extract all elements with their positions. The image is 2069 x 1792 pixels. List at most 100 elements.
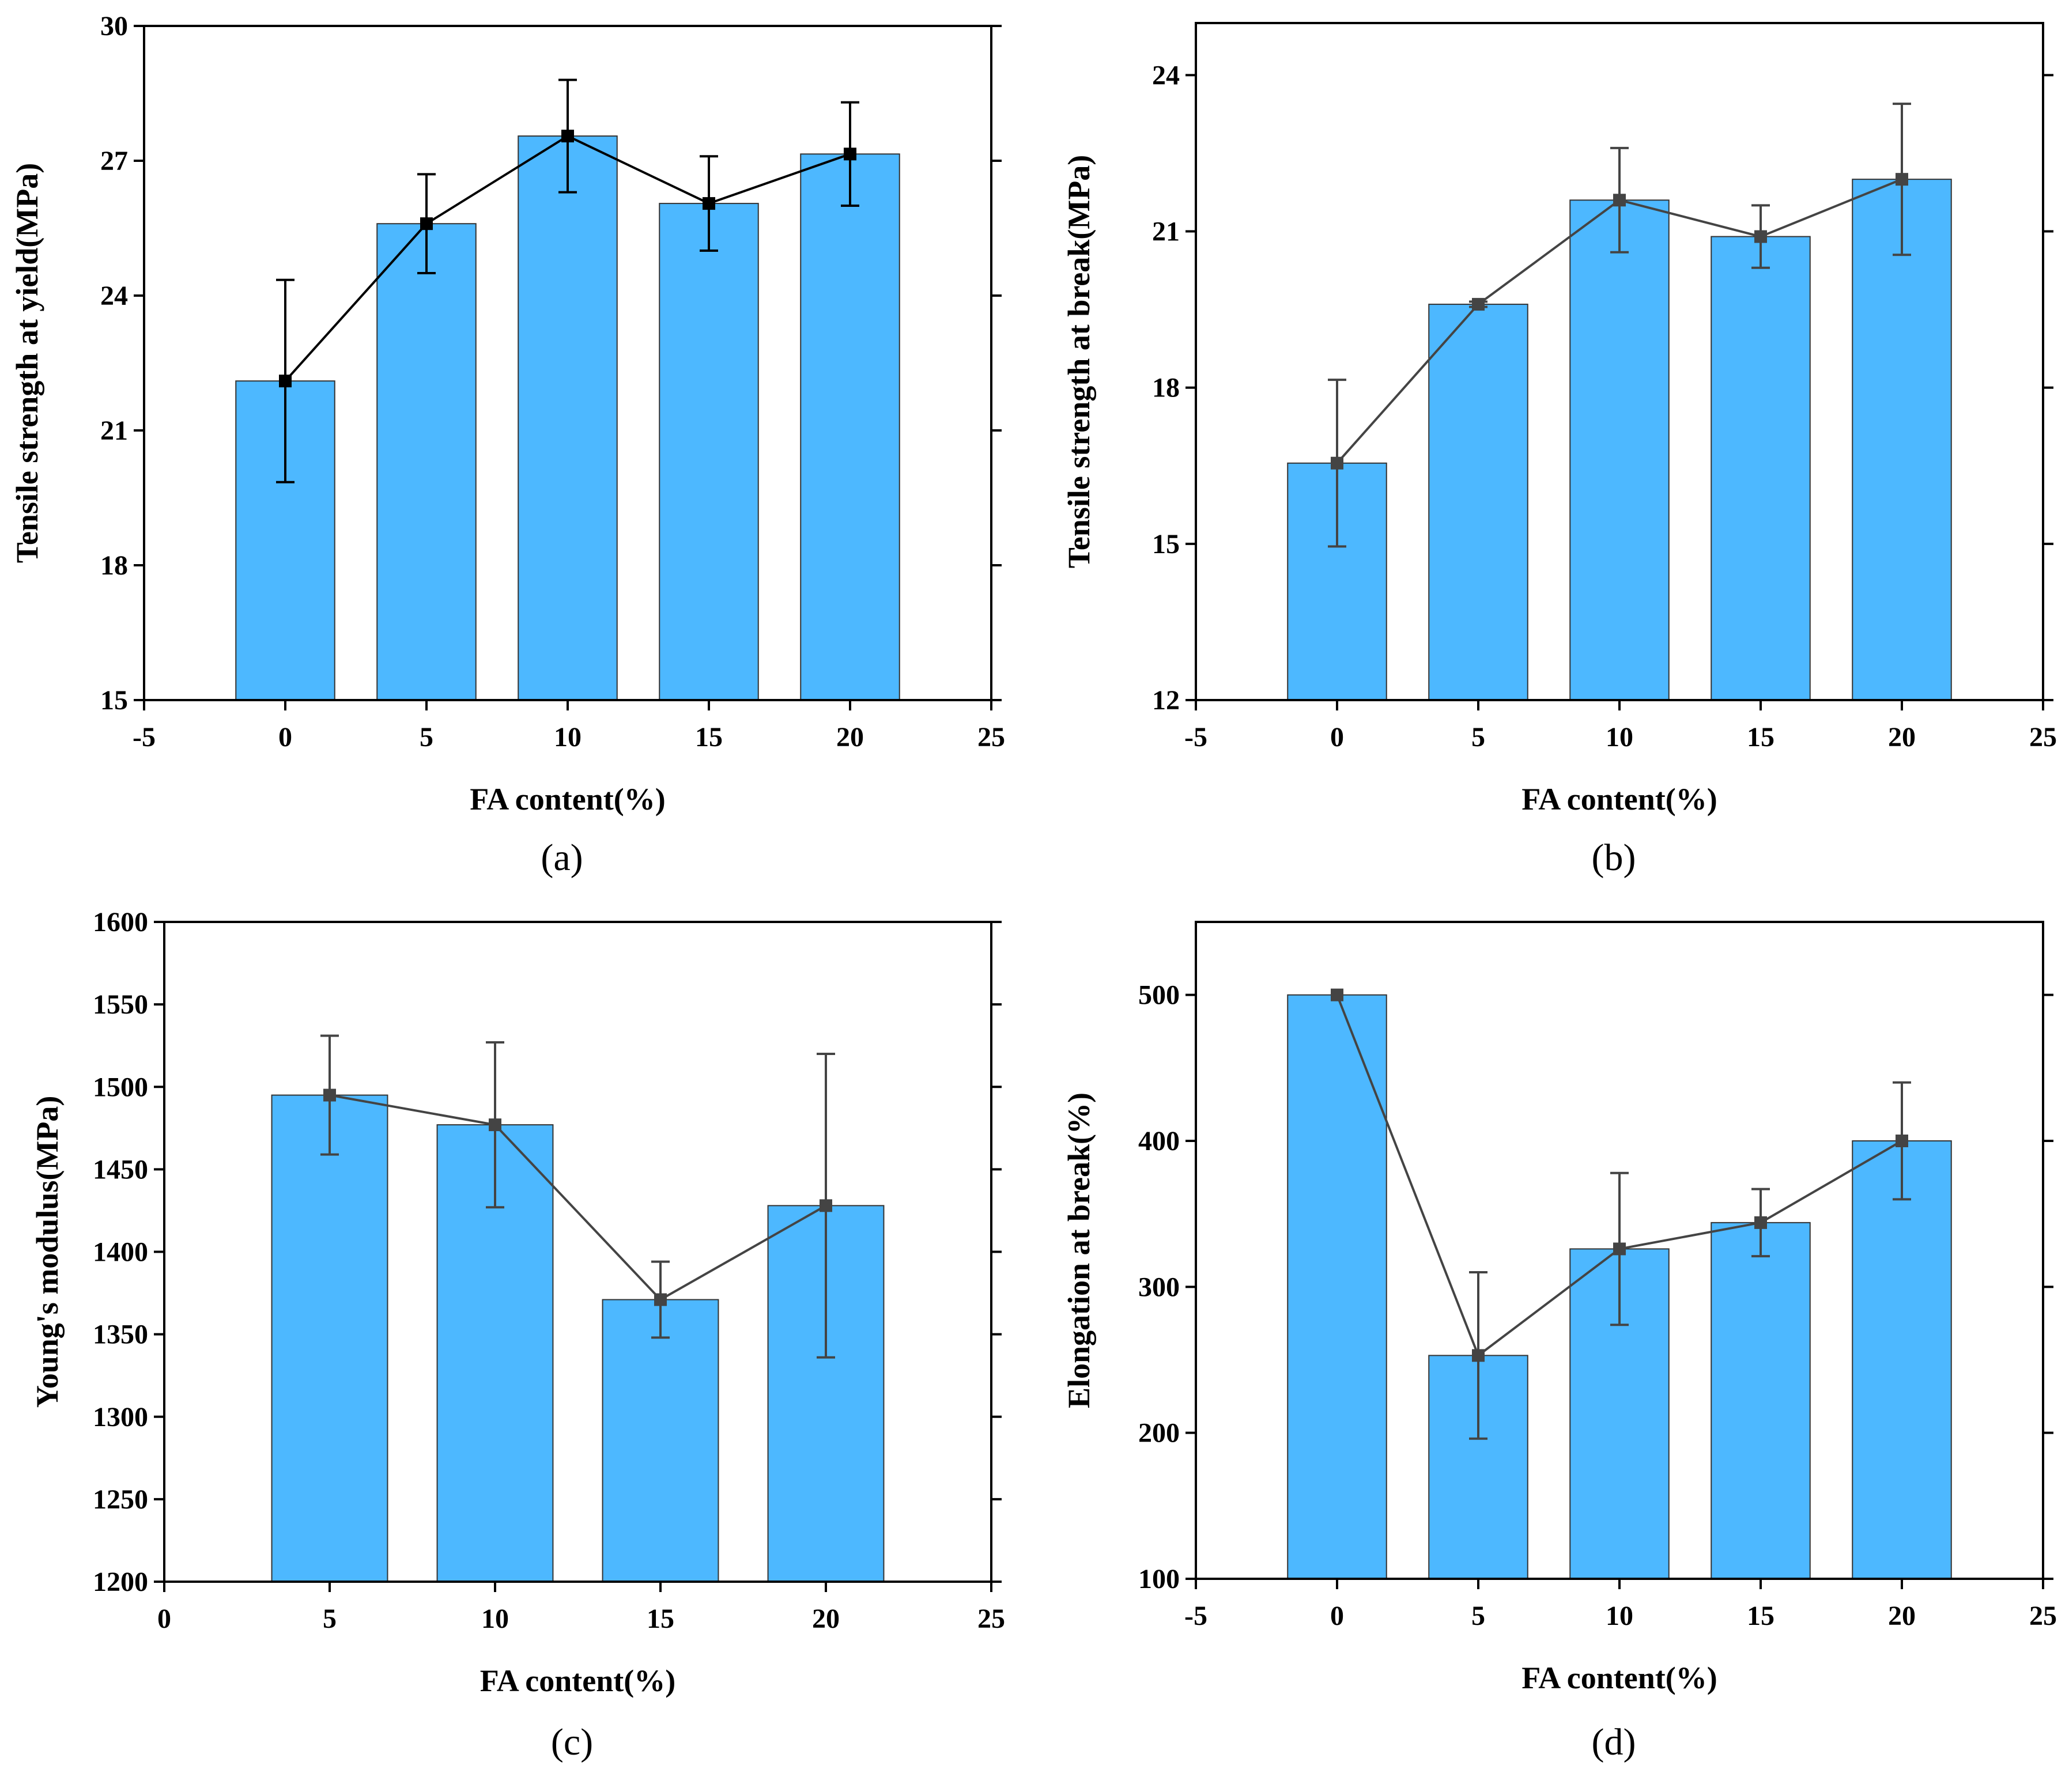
y-axis-title-d: Elongation at break(%) (1062, 1092, 1096, 1408)
x-tick-label-c-3: 15 (647, 1604, 674, 1634)
x-tick-label-a-0: -5 (133, 722, 156, 753)
chart-panel-a: -5 0 5 10 15 20 25 15 18 21 24 27 30 FA content(%) Ten… (10, 11, 1005, 879)
x-tick-label-a-1: 0 (278, 722, 292, 753)
x-tick-label-c-5: 25 (977, 1604, 1005, 1634)
x-tick-label-d-3: 10 (1606, 1601, 1633, 1631)
x-tick-label-c-2: 10 (481, 1604, 509, 1634)
x-tick-label-b-3: 10 (1606, 722, 1633, 753)
chart-panel-d: -5 0 5 10 15 20 25 100 200 300 400 500 FA content(%)… (1062, 921, 2057, 1763)
bar-d-0 (1287, 994, 1387, 1579)
marker-b-4 (1896, 173, 1908, 186)
x-tick-label-a-2: 5 (420, 722, 433, 753)
marker-d-4 (1896, 1135, 1908, 1147)
x-tick-label-b-5: 20 (1888, 722, 1916, 753)
marker-d-2 (1613, 1242, 1626, 1256)
marker-b-2 (1613, 194, 1626, 207)
y-axis-title-a: Tensile strength at yield(MPa) (10, 163, 44, 563)
y-tick-label-c-4: 1400 (93, 1237, 148, 1268)
chart-panel-c: 0 5 10 15 20 25 1200 1250 1300 1350 1400 1450 1500 15… (30, 907, 1005, 1763)
panel-label-a: (a) (541, 837, 583, 879)
y-tick-label-c-3: 1350 (93, 1320, 148, 1350)
y-tick-label-a-5: 30 (100, 11, 128, 41)
bar-b-1 (1428, 304, 1528, 701)
bar-b-3 (1711, 236, 1811, 701)
marker-b-1 (1472, 298, 1485, 311)
marker-a-0 (279, 375, 292, 388)
bar-a-4 (800, 153, 900, 701)
x-tick-label-d-1: 0 (1330, 1601, 1344, 1631)
marker-c-0 (323, 1088, 336, 1102)
x-tick-label-b-2: 5 (1471, 722, 1485, 753)
x-tick-label-a-5: 20 (836, 722, 864, 753)
panel-label-b: (b) (1592, 837, 1636, 879)
y-tick-label-a-0: 15 (100, 685, 128, 716)
bar-b-4 (1852, 179, 1952, 701)
y-tick-label-b-3: 21 (1152, 217, 1180, 247)
marker-d-1 (1472, 1349, 1485, 1362)
x-tick-label-b-6: 25 (2029, 722, 2057, 753)
y-tick-label-c-2: 1300 (93, 1402, 148, 1432)
x-axis-title-d: FA content(%) (1521, 1661, 1717, 1695)
x-tick-label-b-0: -5 (1184, 722, 1207, 753)
y-tick-label-c-8: 1600 (93, 907, 148, 937)
x-tick-label-d-4: 15 (1747, 1601, 1774, 1631)
x-tick-label-a-4: 15 (695, 722, 723, 753)
series-line-c (329, 1094, 826, 1302)
bar-d-4 (1852, 1140, 1952, 1579)
bar-a-2 (518, 135, 618, 701)
x-tick-label-d-2: 5 (1471, 1601, 1485, 1631)
y-tick-label-c-5: 1450 (93, 1154, 148, 1185)
bar-b-2 (1569, 199, 1670, 701)
marker-b-0 (1331, 456, 1343, 470)
marker-b-3 (1754, 230, 1767, 243)
marker-a-2 (561, 130, 574, 143)
y-tick-label-a-2: 21 (100, 415, 128, 446)
x-tick-label-c-1: 5 (323, 1604, 337, 1634)
marker-a-4 (844, 148, 856, 161)
y-tick-label-c-1: 1250 (93, 1484, 148, 1515)
y-tick-label-b-4: 24 (1152, 60, 1180, 90)
x-tick-label-c-4: 20 (812, 1604, 840, 1634)
marker-a-1 (420, 217, 433, 230)
y-axis-title-c: Young's modulus(MPa) (30, 1096, 65, 1408)
bar-d-3 (1711, 1222, 1811, 1580)
y-tick-label-b-1: 15 (1152, 529, 1180, 559)
y-tick-label-a-1: 18 (100, 550, 128, 581)
y-tick-label-c-0: 1200 (93, 1567, 148, 1597)
marker-d-0 (1331, 988, 1343, 1001)
marker-c-3 (820, 1199, 832, 1212)
y-tick-label-c-6: 1500 (93, 1072, 148, 1102)
x-tick-label-a-3: 10 (554, 722, 582, 753)
x-axis-title-b: FA content(%) (1521, 782, 1717, 816)
chart-panel-b: -5 0 5 10 15 20 25 12 15 18 21 24 FA content(%) Tensi… (1062, 22, 2057, 879)
y-tick-label-a-3: 24 (100, 281, 128, 311)
x-axis-title-c: FA content(%) (480, 1664, 675, 1698)
marker-c-2 (654, 1293, 667, 1306)
y-tick-label-d-2: 300 (1138, 1272, 1180, 1302)
marker-c-1 (489, 1118, 501, 1132)
panel-label-c: (c) (551, 1721, 593, 1763)
y-tick-label-b-2: 18 (1152, 373, 1180, 403)
bar-a-1 (376, 223, 477, 701)
x-axis-title-a: FA content(%) (470, 782, 665, 816)
y-tick-label-b-0: 12 (1152, 685, 1180, 716)
y-axis-title-b: Tensile strength at break(MPa) (1062, 155, 1096, 568)
y-tick-label-d-4: 500 (1138, 980, 1180, 1011)
bar-a-3 (659, 203, 759, 701)
y-tick-label-a-4: 27 (100, 146, 128, 176)
x-tick-label-b-4: 15 (1747, 722, 1774, 753)
x-tick-label-b-1: 0 (1330, 722, 1344, 753)
x-tick-label-d-5: 20 (1888, 1601, 1916, 1631)
y-tick-label-d-3: 400 (1138, 1126, 1180, 1156)
marker-d-3 (1754, 1216, 1767, 1229)
bar-c-0 (271, 1094, 388, 1582)
y-tick-label-c-7: 1550 (93, 989, 148, 1020)
x-tick-label-a-6: 25 (977, 722, 1005, 753)
x-tick-label-c-0: 0 (157, 1604, 171, 1634)
x-tick-label-d-6: 25 (2029, 1601, 2057, 1631)
bar-c-2 (602, 1299, 719, 1582)
x-tick-label-d-0: -5 (1184, 1601, 1207, 1631)
panel-label-d: (d) (1592, 1721, 1636, 1763)
y-tick-label-d-1: 200 (1138, 1418, 1180, 1449)
